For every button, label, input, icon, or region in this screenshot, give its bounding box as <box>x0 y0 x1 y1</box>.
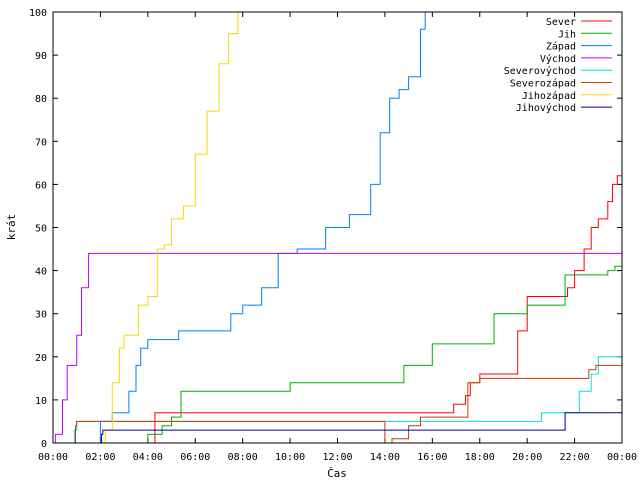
x-tick-label: 10:00 <box>275 452 305 463</box>
x-tick-label: 16:00 <box>417 452 447 463</box>
y-tick-label: 30 <box>35 310 47 321</box>
x-tick-label: 06:00 <box>180 452 210 463</box>
x-axis-label: Čas <box>327 467 347 480</box>
series-line-2 <box>53 265 622 444</box>
legend: SeverJihZápadVýchodSeverovýchodSeverozáp… <box>504 17 612 114</box>
series-line-4 <box>53 252 622 444</box>
y-tick-label: 100 <box>29 8 47 19</box>
y-axis-label: krát <box>5 214 18 241</box>
x-tick-label: 02:00 <box>85 452 115 463</box>
legend-label: Sever <box>546 17 576 28</box>
legend-label: Severovýchod <box>504 65 576 77</box>
y-tick-label: 70 <box>35 137 47 148</box>
series-line-7 <box>53 11 243 444</box>
x-tick-label: 08:00 <box>228 452 258 463</box>
series-line-5 <box>53 356 622 444</box>
x-tick-label: 00:00 <box>38 452 68 463</box>
legend-label: Jihozápad <box>522 90 576 102</box>
x-tick-label: 14:00 <box>370 452 400 463</box>
legend-label: Severozápad <box>510 78 576 90</box>
y-tick-label: 80 <box>35 94 47 105</box>
y-tick-label: 60 <box>35 180 47 191</box>
x-tick-label: 12:00 <box>322 452 352 463</box>
legend-label: Jih <box>558 29 576 40</box>
x-tick-label: 22:00 <box>560 452 590 463</box>
series-line-3 <box>53 12 426 444</box>
plot-frame <box>52 11 623 444</box>
x-tick-label: 04:00 <box>133 452 163 463</box>
y-tick-label: 90 <box>35 51 47 62</box>
y-tick-label: 20 <box>35 353 47 364</box>
y-tick-label: 50 <box>35 224 47 235</box>
legend-label: Východ <box>540 53 576 65</box>
y-tick-label: 10 <box>35 396 47 407</box>
y-tick-label: 40 <box>35 267 47 278</box>
x-tick-label: 20:00 <box>512 452 542 463</box>
y-tick-label: 0 <box>41 439 47 450</box>
series-line-1 <box>53 154 623 444</box>
series-line-6 <box>53 364 622 444</box>
legend-label: Jihovýchod <box>516 102 576 114</box>
x-tick-label: 00:00 <box>607 452 637 463</box>
legend-label: Západ <box>546 41 576 53</box>
x-tick-label: 18:00 <box>465 452 495 463</box>
ticks-layer: 0 10 20 30 40 50 60 70 80 90 100 00:00 02:00 04:00 06:… <box>29 8 637 463</box>
